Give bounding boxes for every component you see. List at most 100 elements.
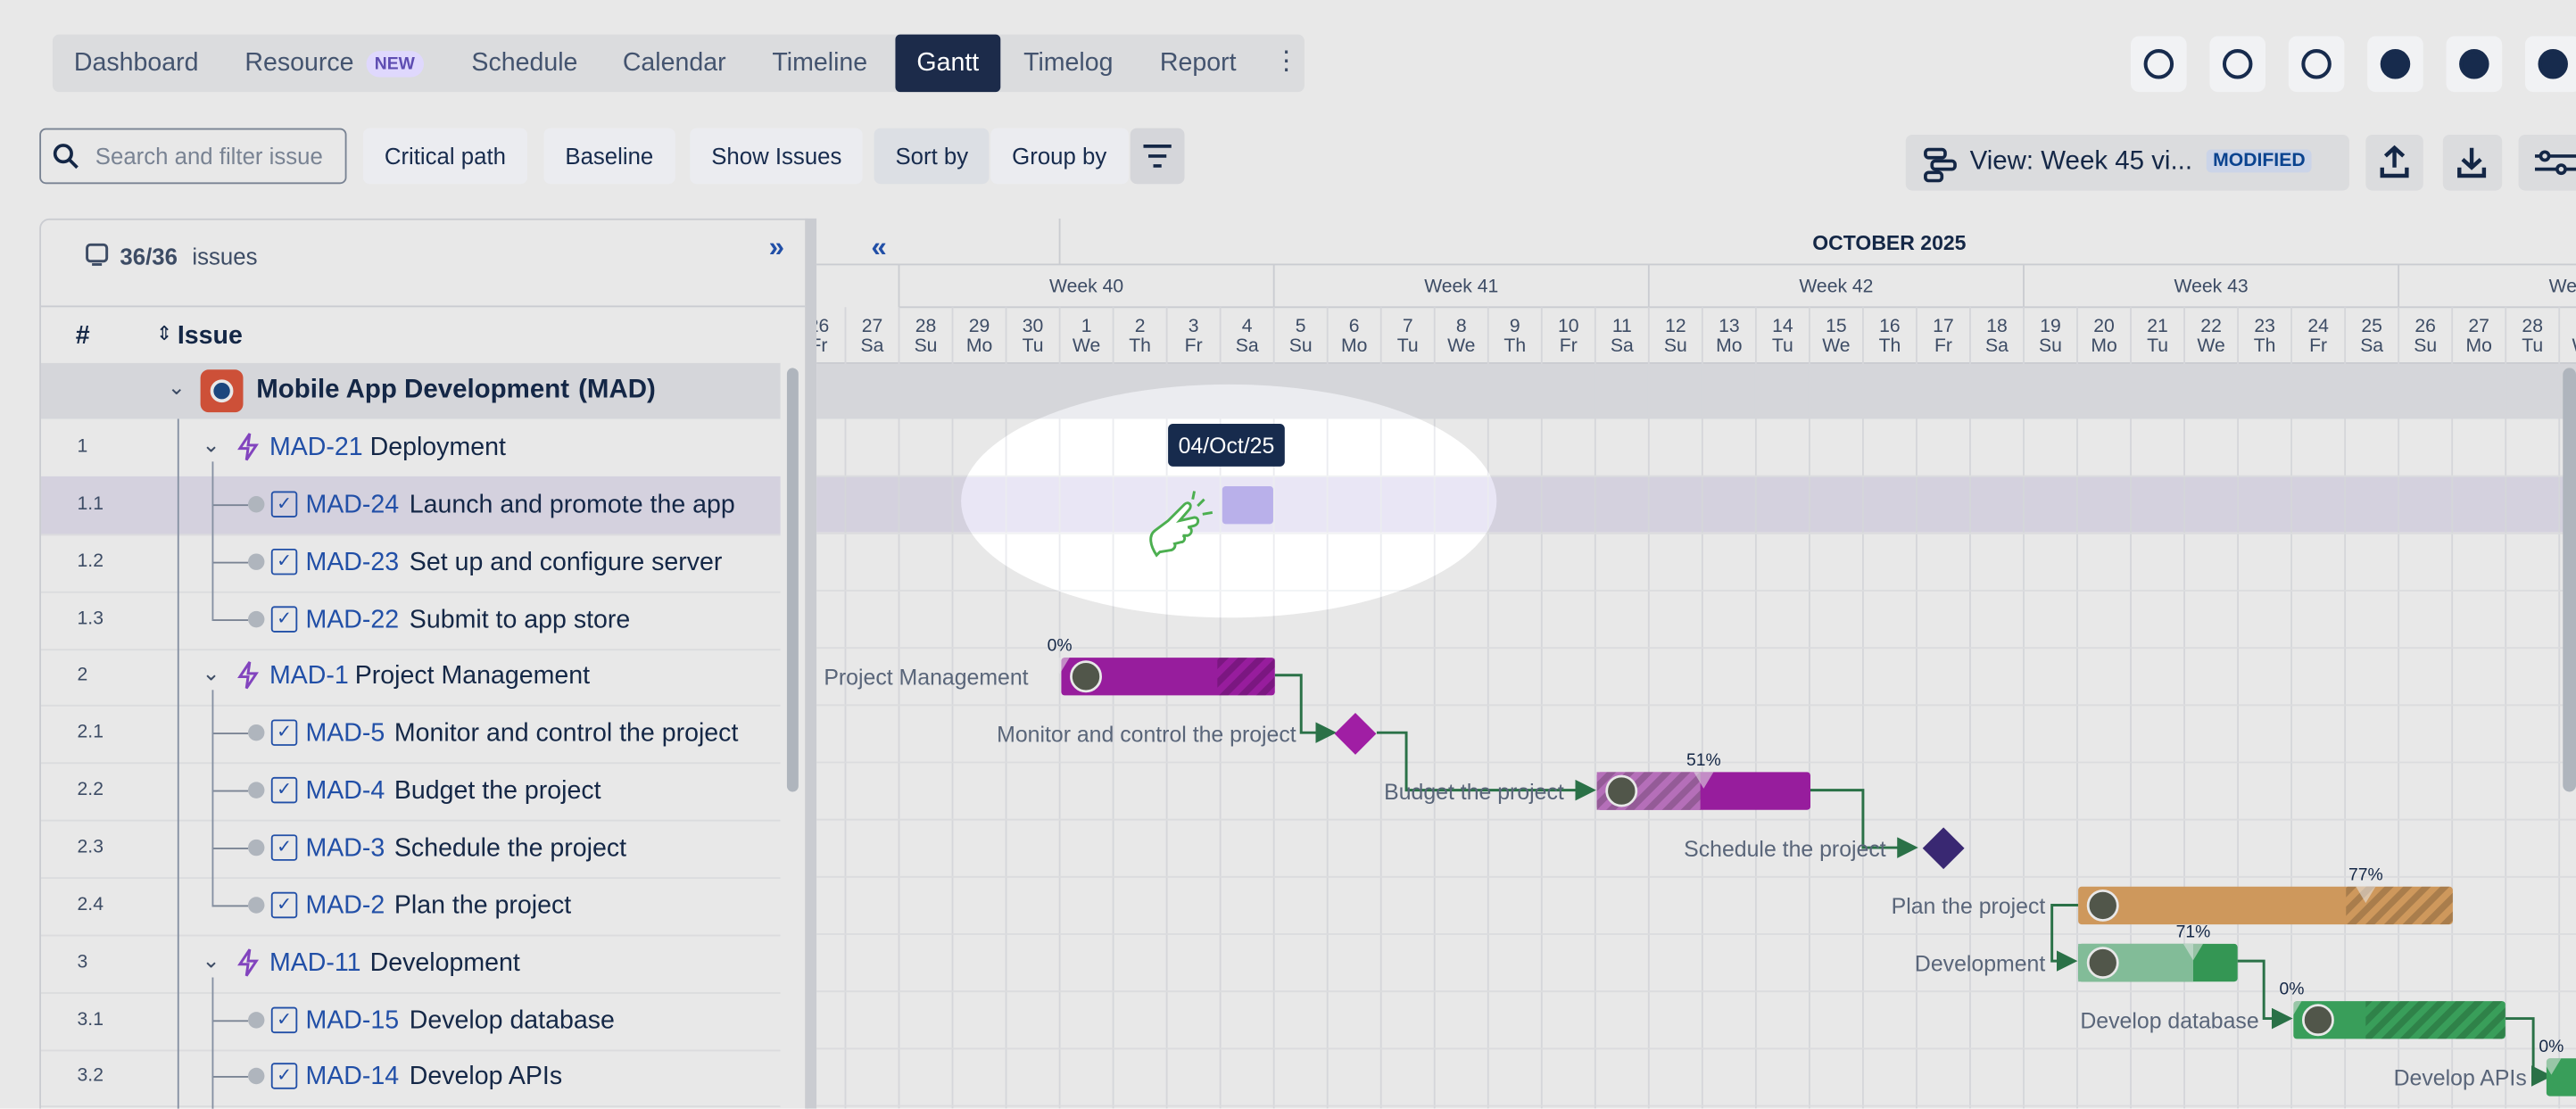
day-number: 28 bbox=[915, 316, 937, 336]
splitter[interactable] bbox=[805, 218, 817, 1109]
toolbar-button[interactable]: Group by bbox=[990, 128, 1129, 185]
toolbar-button[interactable]: Baseline bbox=[543, 128, 675, 185]
day-number: 11 bbox=[1612, 316, 1632, 336]
day-weekday: Tu bbox=[1397, 335, 1419, 356]
issue-row[interactable]: 1.1 ✓ MAD-24 Launch and promote the app bbox=[41, 476, 781, 535]
collapse-icon[interactable]: ⌄ bbox=[202, 661, 219, 687]
filter-button[interactable] bbox=[1130, 128, 1185, 185]
view-selector[interactable]: View: Week 45 vi... MODIFIED bbox=[1905, 134, 2349, 191]
modified-badge: MODIFIED bbox=[2206, 149, 2312, 173]
task-checkbox: ✓ bbox=[270, 1063, 298, 1090]
nav-tab[interactable]: Timelog bbox=[1023, 49, 1114, 78]
day-number: 21 bbox=[2147, 316, 2168, 336]
collapse-icon[interactable]: ⌄ bbox=[168, 375, 186, 401]
progress-label: 51% bbox=[1686, 751, 1721, 770]
collapse-icon[interactable]: ⌄ bbox=[202, 948, 219, 973]
day-weekday: Tu bbox=[1772, 335, 1793, 356]
epic-icon bbox=[237, 661, 259, 690]
tips-button[interactable] bbox=[2367, 36, 2423, 93]
fullscreen-button[interactable] bbox=[2209, 36, 2266, 93]
sort-icon[interactable]: ⇕ bbox=[156, 322, 173, 345]
day-weekday: Mo bbox=[2091, 335, 2116, 356]
day-weekday: We bbox=[2197, 335, 2224, 356]
issue-row[interactable]: 2.1 ✓MAD-5 Monitor and control the project bbox=[41, 705, 781, 765]
bar-label: Plan the project bbox=[1892, 895, 2046, 919]
search-box[interactable]: Search and filter issue bbox=[39, 128, 347, 185]
day-weekday: Mo bbox=[1716, 335, 1742, 356]
bar-label: Develop APIs bbox=[2394, 1067, 2527, 1091]
bar-label: Project Management bbox=[824, 666, 1028, 690]
issue-row[interactable]: 3.1 ✓ MAD-15 Develop database bbox=[41, 991, 781, 1051]
day-weekday: Tu bbox=[2147, 335, 2168, 356]
day-number: 29 bbox=[969, 316, 990, 336]
issue-key: MAD-24 bbox=[305, 491, 399, 520]
progress-marker[interactable] bbox=[2541, 1058, 2562, 1075]
issue-key: MAD-4 bbox=[305, 777, 385, 807]
tree-node bbox=[248, 552, 265, 570]
issue-row[interactable]: 1.2 ✓ MAD-23 Set up and configure server bbox=[41, 534, 781, 593]
settings-button[interactable] bbox=[2288, 36, 2345, 93]
toolbar-button[interactable]: Critical path bbox=[362, 128, 527, 185]
day-number: 23 bbox=[2254, 316, 2275, 336]
nav-tab[interactable]: Gantt bbox=[895, 34, 1001, 93]
issue-count: 36/36 bbox=[120, 243, 178, 269]
export-button[interactable] bbox=[2365, 134, 2423, 191]
row-number: 2.1 bbox=[78, 724, 104, 743]
row-number: 3.2 bbox=[78, 1067, 104, 1087]
progress-marker[interactable] bbox=[2356, 886, 2376, 904]
row-number: 2.3 bbox=[78, 838, 104, 857]
more-menu[interactable]: ⋮ bbox=[1273, 47, 1299, 77]
announce-button[interactable] bbox=[2446, 36, 2503, 93]
refresh-button[interactable] bbox=[2131, 36, 2187, 93]
tree-node bbox=[248, 1068, 265, 1085]
import-button[interactable] bbox=[2442, 134, 2503, 191]
issue-row[interactable]: 2.3 ✓ MAD-3 Schedule the project bbox=[41, 820, 781, 879]
day-number: 8 bbox=[1456, 316, 1467, 336]
nav-tab[interactable]: Schedule bbox=[471, 49, 578, 78]
tree-branch bbox=[211, 618, 249, 621]
issue-key: MAD-14 bbox=[305, 1063, 399, 1093]
collapse-icon[interactable]: ⌄ bbox=[202, 432, 219, 458]
day-weekday: Mo bbox=[2465, 335, 2491, 356]
issue-row[interactable]: 2 ⌄ MAD-1Project Management bbox=[41, 648, 781, 708]
nav-tab[interactable]: Timeline bbox=[772, 49, 868, 78]
bar-label: Budget the project bbox=[1384, 781, 1564, 805]
day-weekday: Tu bbox=[2522, 335, 2543, 356]
expand-button[interactable]: » bbox=[769, 232, 784, 265]
nav-tab[interactable]: Resource bbox=[244, 49, 354, 78]
help-button[interactable] bbox=[2524, 36, 2576, 93]
scroll-back[interactable]: « bbox=[871, 231, 886, 262]
day-number: 26 bbox=[2414, 316, 2436, 336]
progress-marker[interactable] bbox=[2282, 1001, 2302, 1018]
row-number: 2.2 bbox=[78, 781, 104, 800]
issue-title: Project Management bbox=[355, 663, 590, 692]
progress-marker[interactable] bbox=[1694, 772, 1714, 789]
tree-branch bbox=[211, 1019, 249, 1022]
toolbar-button[interactable]: Sort by bbox=[874, 128, 990, 185]
nav-tab[interactable]: Report bbox=[1159, 49, 1237, 78]
settings-button[interactable] bbox=[2518, 134, 2576, 191]
issue-row[interactable]: 2.2 ✓ MAD-4 Budget the project bbox=[41, 762, 781, 822]
issue-row[interactable]: 2.4 ✓ MAD-2 Plan the project bbox=[41, 877, 781, 937]
progress-marker[interactable] bbox=[1049, 658, 1070, 675]
toolbar-button[interactable]: Show Issues bbox=[690, 128, 864, 185]
task-checkbox: ✓ bbox=[270, 491, 298, 517]
progress-marker[interactable] bbox=[2183, 943, 2204, 961]
issue-row[interactable]: 3.2 ✓ MAD-14 Develop APIs bbox=[41, 1048, 781, 1108]
day-number: 3 bbox=[1189, 316, 1199, 336]
epic-glyph bbox=[237, 948, 259, 976]
refresh-icon bbox=[2143, 49, 2174, 79]
epic-glyph bbox=[237, 433, 259, 461]
issue-row[interactable]: 1.3 ✓MAD-22 Submit to app store bbox=[41, 591, 781, 650]
week-label: Week 40 bbox=[1049, 277, 1123, 297]
epic-icon bbox=[237, 433, 259, 461]
issue-title: Develop APIs bbox=[410, 1063, 562, 1093]
nav-tab[interactable]: Dashboard bbox=[73, 49, 199, 78]
nav-tab[interactable]: Calendar bbox=[622, 49, 726, 78]
issue-row[interactable]: 3 ⌄ MAD-11 Development bbox=[41, 934, 781, 994]
tree-line bbox=[177, 418, 179, 1109]
tree-node bbox=[248, 896, 265, 914]
tree-branch bbox=[211, 1076, 249, 1079]
day-number: 7 bbox=[1403, 316, 1413, 336]
